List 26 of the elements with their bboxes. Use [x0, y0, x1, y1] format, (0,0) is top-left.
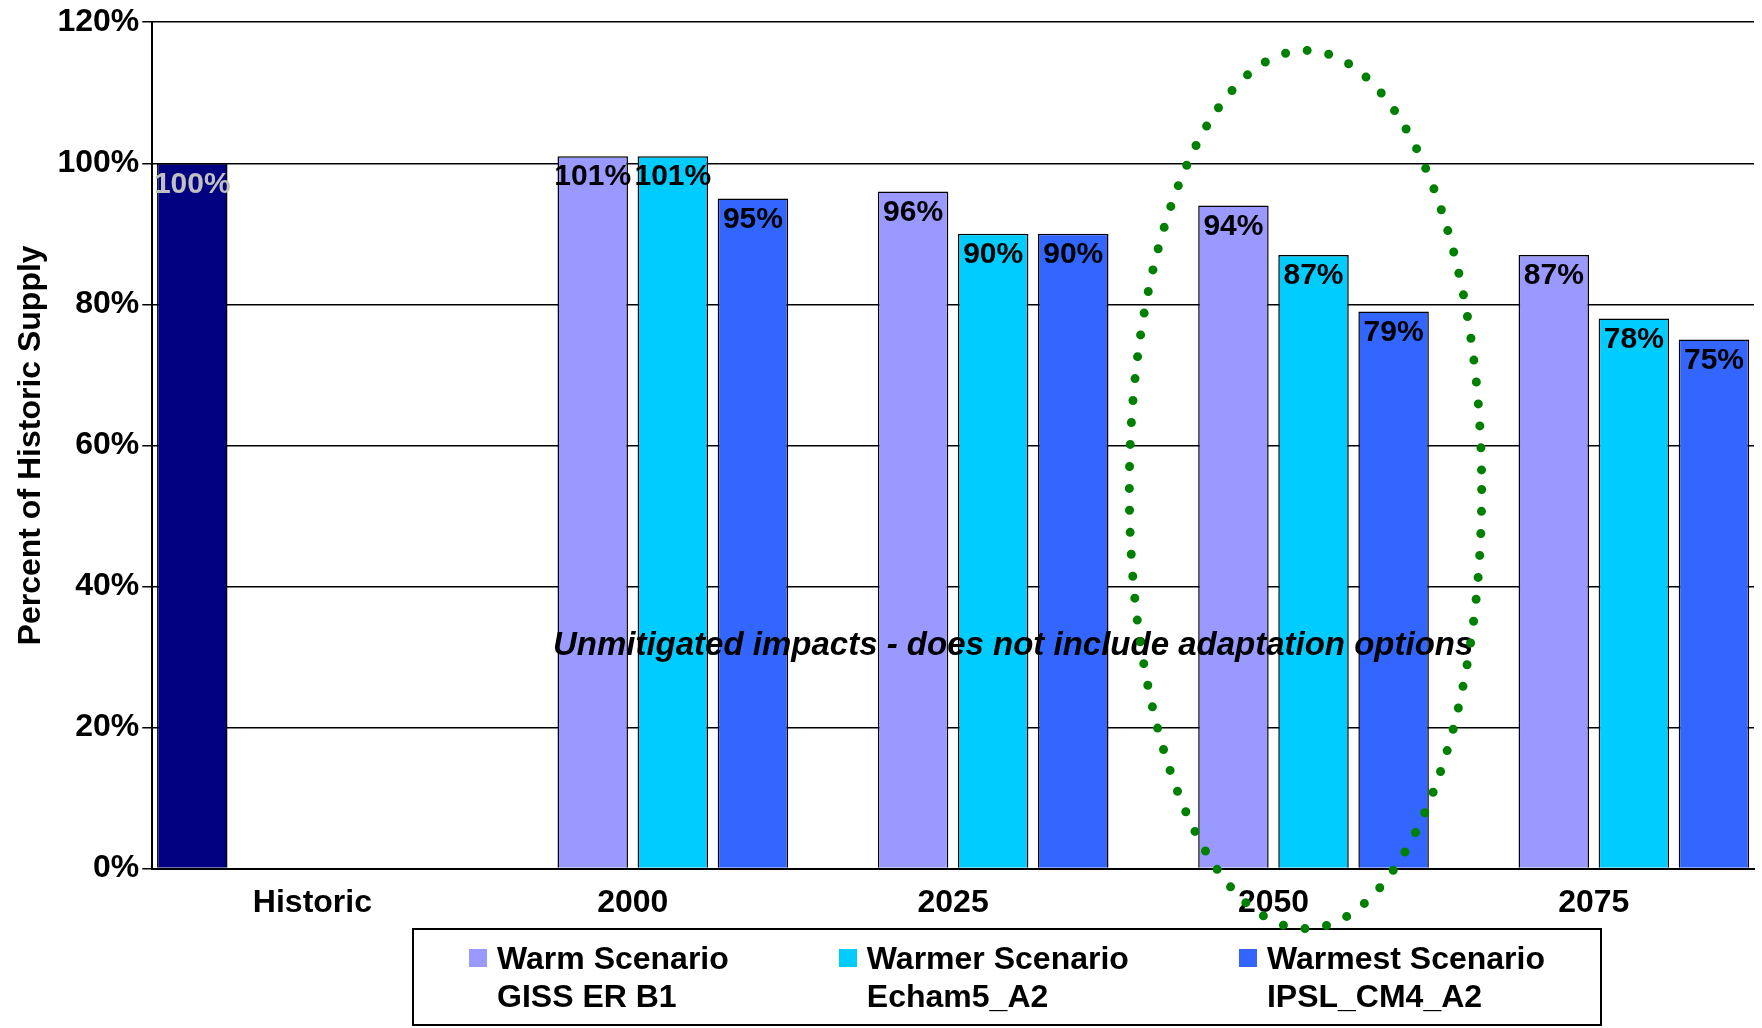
data-label: 96% — [883, 193, 944, 227]
data-label: 90% — [963, 236, 1024, 270]
legend-label: Warm Scenario GISS ER B1 — [497, 939, 729, 1015]
x-tick-label: 2025 — [917, 882, 989, 919]
legend-label: Warmest Scenario IPSL_CM4_A2 — [1266, 939, 1545, 1015]
x-tick-label: 2050 — [1237, 882, 1310, 919]
data-label: 87% — [1283, 257, 1344, 291]
data-label: 87% — [1523, 257, 1584, 291]
data-label: 78% — [1603, 320, 1664, 354]
y-tick-label: 0% — [92, 848, 140, 885]
data-label: 79% — [1363, 313, 1424, 347]
y-axis-title: Percent of Historic Supply — [11, 245, 48, 646]
x-tick-label: 2000 — [597, 882, 669, 919]
y-tick-label: 120% — [57, 2, 140, 39]
data-label: 75% — [1683, 341, 1744, 375]
y-tick-label: 100% — [57, 143, 140, 180]
data-label: 95% — [722, 200, 783, 234]
y-tick-label: 20% — [75, 707, 140, 744]
legend-label: Warmer Scenario Echam5_A2 — [866, 939, 1129, 1015]
x-tick-label: Historic — [252, 882, 372, 919]
y-tick-label: 40% — [75, 566, 140, 603]
data-label: 94% — [1203, 207, 1264, 241]
x-tick-label: 2075 — [1558, 882, 1630, 919]
data-label: 90% — [1043, 236, 1104, 270]
y-tick-label: 60% — [75, 425, 140, 462]
y-tick-label: 80% — [75, 284, 140, 321]
